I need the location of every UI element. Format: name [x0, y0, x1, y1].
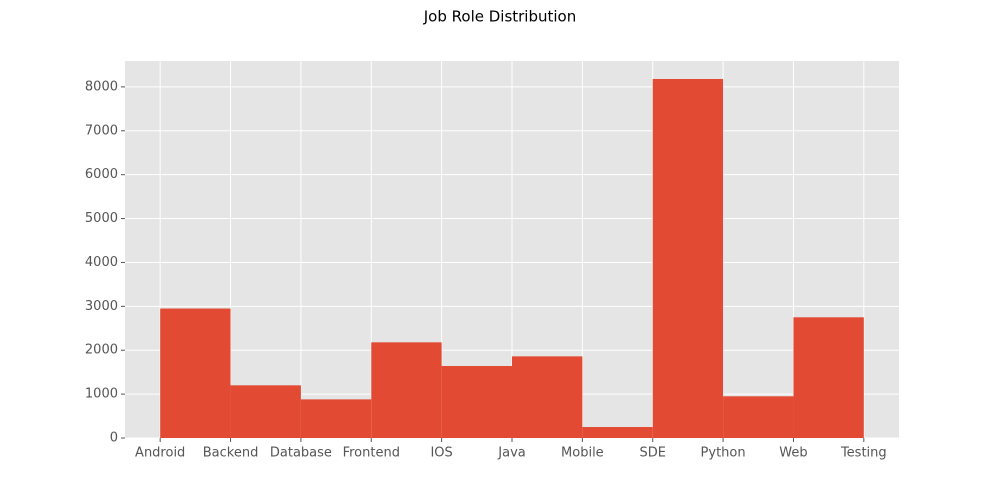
x-tick-label: Java — [497, 446, 525, 461]
x-tick-label: Frontend — [343, 446, 400, 461]
y-tick-label: 3000 — [85, 299, 118, 314]
bar — [160, 308, 231, 438]
y-tick-label: 5000 — [85, 211, 118, 226]
bar — [300, 399, 372, 438]
y-tick-label: 1000 — [85, 387, 118, 402]
bar — [793, 317, 864, 438]
x-tick-label: Backend — [203, 446, 259, 461]
bar — [512, 356, 583, 438]
y-tick-label: 2000 — [85, 343, 118, 358]
x-tick-label: Mobile — [561, 446, 604, 461]
y-tick-label: 0 — [110, 431, 118, 446]
x-tick-label: Android — [135, 446, 185, 461]
x-tick-label: IOS — [430, 446, 452, 461]
x-tick-label: SDE — [639, 446, 665, 461]
bar — [723, 396, 794, 438]
y-tick-label: 4000 — [85, 255, 118, 270]
x-tick-label: Python — [701, 446, 746, 461]
bar — [652, 78, 724, 439]
y-tick-label: 6000 — [85, 167, 118, 182]
y-tick-label: 7000 — [85, 123, 118, 138]
x-tick-label: Web — [779, 446, 807, 461]
chart-title: Job Role Distribution — [423, 8, 577, 26]
bar — [441, 366, 512, 438]
x-tick-label: Database — [270, 446, 332, 461]
bar — [230, 385, 301, 438]
bar — [371, 342, 442, 438]
y-tick-label: 8000 — [85, 79, 118, 94]
bar — [582, 427, 653, 438]
x-tick-label: Testing — [840, 446, 887, 461]
